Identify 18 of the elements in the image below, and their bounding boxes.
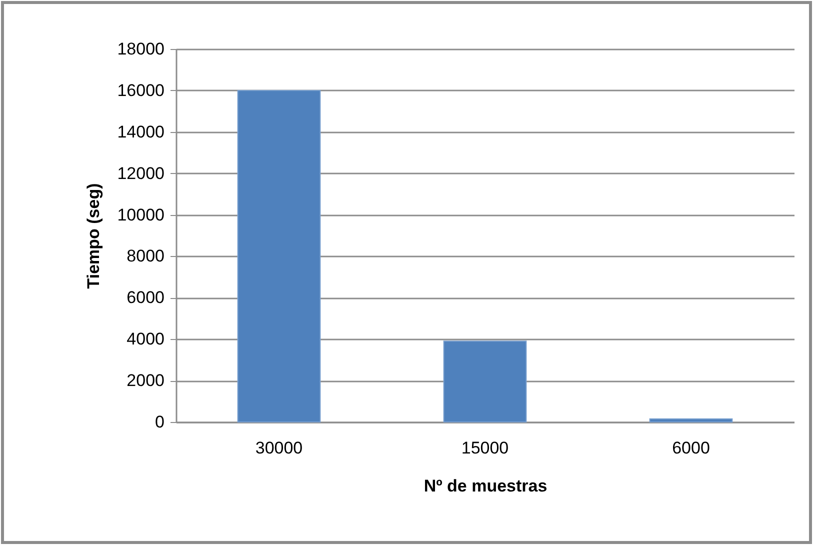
y-tick-label: 0 bbox=[155, 412, 164, 432]
y-tick-label: 12000 bbox=[117, 164, 164, 183]
y-axis-title: Tiempo (seg) bbox=[84, 183, 104, 289]
y-tick-label: 2000 bbox=[126, 371, 164, 390]
bar bbox=[443, 340, 527, 422]
bar bbox=[237, 90, 321, 422]
x-tick-label: 30000 bbox=[255, 438, 303, 458]
y-tick-label: 4000 bbox=[126, 330, 164, 349]
bar bbox=[649, 418, 733, 422]
x-axis-title: Nº de muestras bbox=[424, 476, 548, 496]
x-tick-label: 15000 bbox=[461, 438, 509, 458]
y-tick-label: 14000 bbox=[117, 122, 164, 142]
y-tick-label: 16000 bbox=[117, 80, 164, 100]
y-tick-label: 10000 bbox=[117, 205, 164, 224]
x-tick-label: 6000 bbox=[672, 438, 710, 458]
y-tick-label: 8000 bbox=[126, 246, 164, 266]
y-tick-label: 18000 bbox=[117, 40, 164, 58]
y-tick-label: 6000 bbox=[126, 288, 164, 308]
